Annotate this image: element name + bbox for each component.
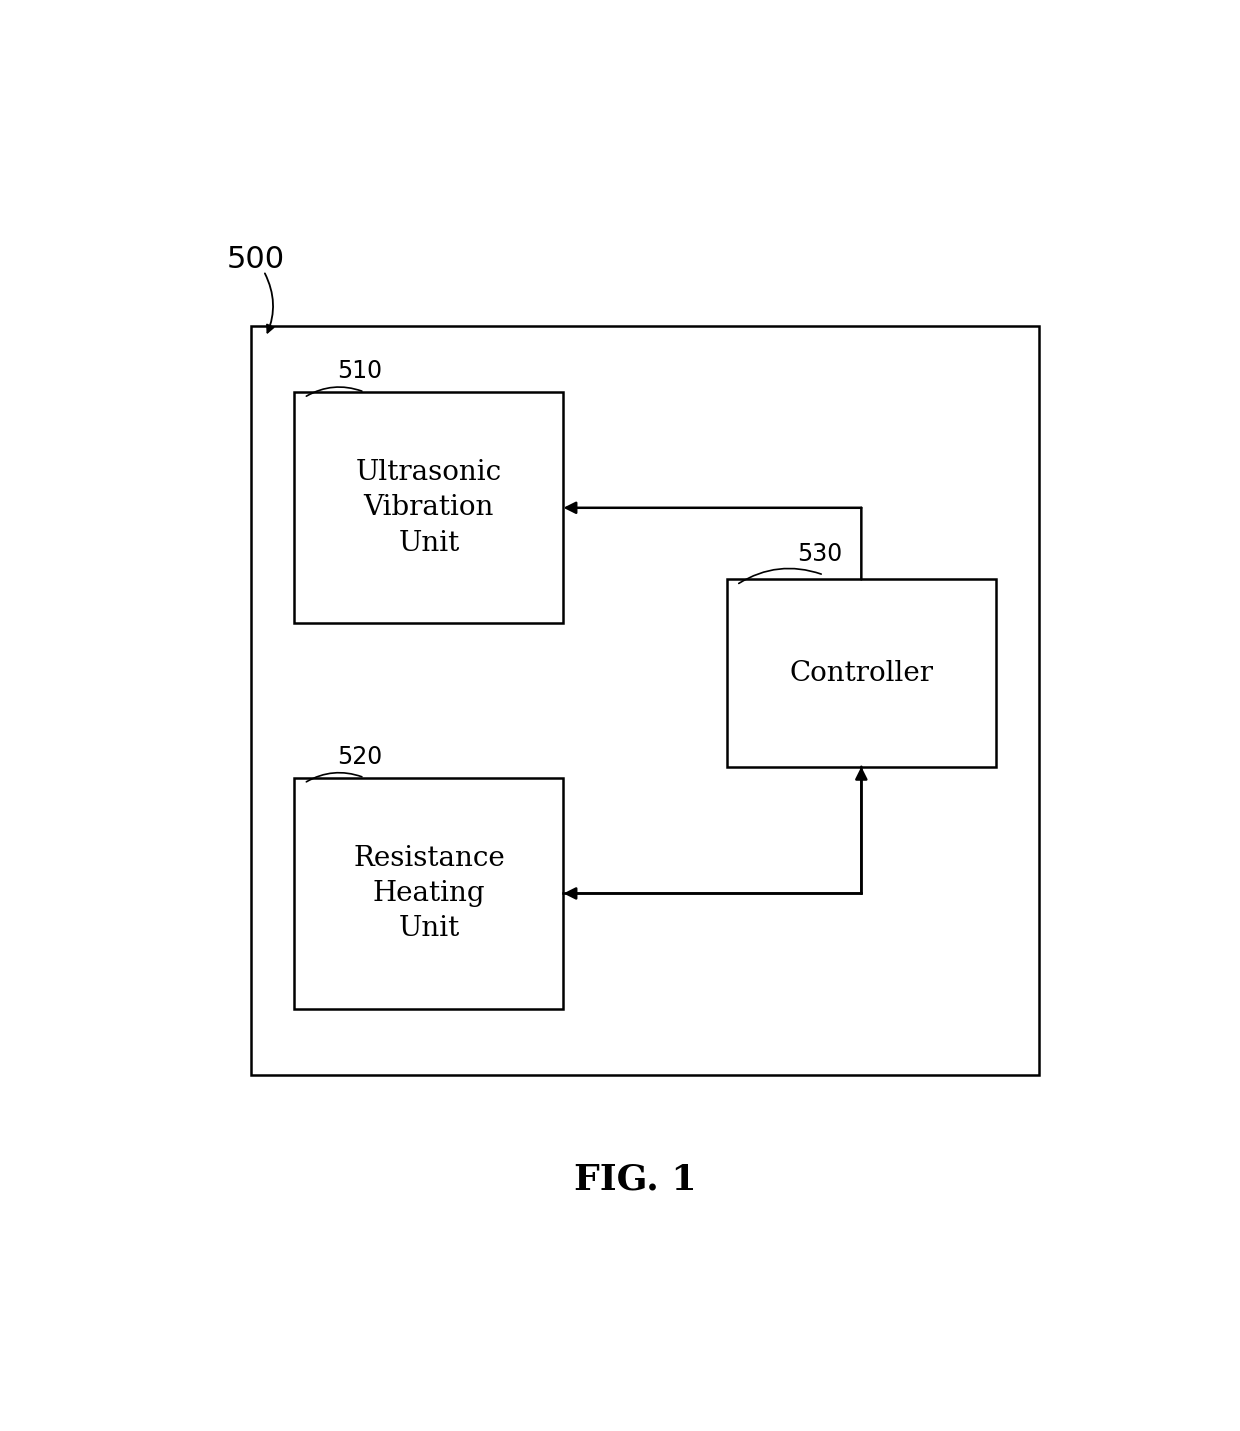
Bar bbox=[294, 778, 563, 1009]
Bar bbox=[294, 392, 563, 624]
Text: 520: 520 bbox=[337, 746, 383, 768]
Text: Resistance
Heating
Unit: Resistance Heating Unit bbox=[353, 844, 505, 943]
Text: 500: 500 bbox=[227, 245, 285, 275]
Text: Ultrasonic
Vibration
Unit: Ultrasonic Vibration Unit bbox=[356, 459, 502, 557]
Text: FIG. 1: FIG. 1 bbox=[574, 1163, 697, 1196]
Text: 530: 530 bbox=[797, 542, 842, 567]
Text: 510: 510 bbox=[337, 359, 383, 384]
Text: Controller: Controller bbox=[790, 660, 934, 687]
Bar bbox=[727, 580, 996, 767]
Bar bbox=[250, 326, 1039, 1075]
